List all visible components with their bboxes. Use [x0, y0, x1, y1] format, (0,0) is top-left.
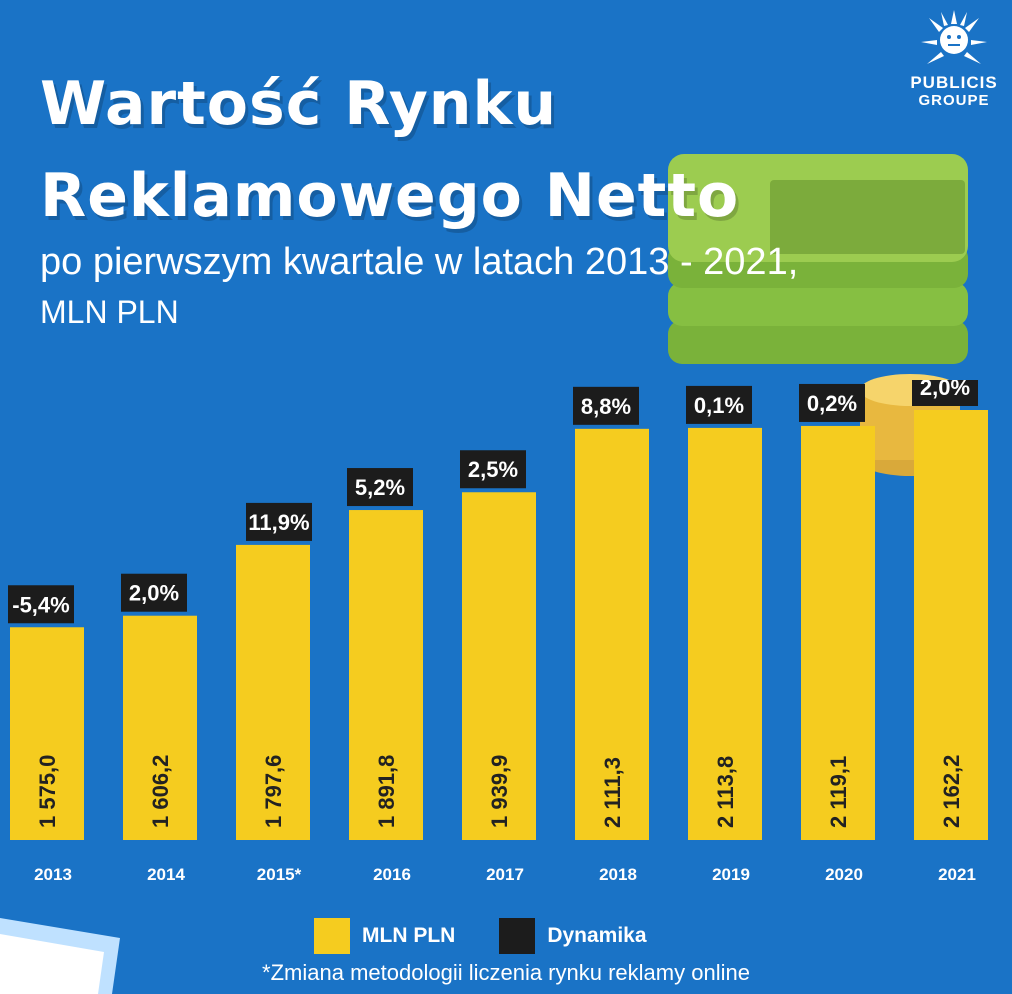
bar-value-label-5: 2 111,3 [600, 757, 625, 828]
bar-value-label-6: 2 113,8 [713, 756, 738, 828]
bar-value-label-2: 1 797,6 [261, 755, 286, 828]
x-tick-label-4: 2017 [486, 865, 524, 884]
bar-5 [575, 428, 649, 840]
x-tick-label-7: 2020 [825, 865, 863, 884]
bar-value-label-7: 2 119,1 [826, 756, 851, 828]
legend-label-dynamika: Dynamika [547, 924, 647, 947]
bar-value-label-8: 2 162,2 [939, 755, 964, 828]
change-label-1: 2,0% [129, 581, 179, 606]
change-label-box-5 [573, 386, 639, 425]
change-label-box-0 [8, 585, 74, 624]
change-label-box-1 [121, 573, 187, 612]
bar-1 [123, 615, 197, 840]
banknote-stack [668, 154, 968, 364]
bar-7 [801, 425, 875, 840]
legend-swatch-mln-pln [314, 918, 350, 954]
bar-4 [462, 492, 536, 840]
bar-value-label-0: 1 575,0 [35, 755, 60, 828]
change-label-6: 0,1% [694, 393, 744, 418]
x-tick-label-5: 2018 [599, 865, 637, 884]
chart-subtitle: po pierwszym kwartale w latach 2013 - 20… [40, 241, 799, 283]
change-label-4: 2,5% [468, 457, 518, 482]
bar-8 [914, 410, 988, 840]
change-label-box-4 [460, 450, 526, 489]
bar-chart: 1 575,0 -5,4% 2013 1 606,2 2,0% 2014 1 797,6 11… [8, 380, 988, 884]
bar-6 [688, 427, 762, 840]
change-label-0: -5,4% [12, 592, 69, 617]
lion-sun-icon [921, 10, 987, 64]
x-tick-label-1: 2014 [147, 865, 185, 884]
publicis-groupe-logo: PUBLICIS GROUPE [898, 8, 1010, 109]
change-label-8: 2,0% [920, 380, 970, 400]
legend-swatch-dynamika [499, 918, 536, 954]
change-label-box-3 [347, 468, 413, 507]
x-tick-label-8: 2021 [938, 865, 976, 884]
chart-legend: MLN PLN Dynamika [314, 918, 691, 954]
legend-label-mln-pln: MLN PLN [362, 924, 456, 947]
logo-text-publicis: PUBLICIS [910, 73, 998, 92]
bar-0 [10, 627, 84, 840]
bar-value-label-4: 1 939,9 [487, 755, 512, 828]
change-label-box-6 [686, 385, 752, 424]
logo-text-groupe: GROUPE [918, 92, 990, 109]
change-label-box-8 [912, 380, 978, 406]
paper-sheet-decoration [0, 918, 120, 994]
bar-2 [236, 544, 310, 840]
x-tick-label-2: 2015* [257, 865, 302, 884]
x-tick-label-6: 2019 [712, 865, 750, 884]
bar-value-label-1: 1 606,2 [148, 755, 173, 828]
chart-unit: MLN PLN [40, 294, 179, 330]
bar-value-label-3: 1 891,8 [374, 755, 399, 828]
footnote: *Zmiana metodologii liczenia rynku rekla… [262, 960, 750, 985]
change-label-7: 0,2% [807, 391, 857, 416]
change-label-2: 11,9% [248, 510, 309, 535]
change-label-box-7 [799, 383, 865, 422]
change-label-box-2 [246, 502, 312, 541]
change-label-3: 5,2% [355, 475, 405, 500]
x-tick-label-3: 2016 [373, 865, 411, 884]
change-label-5: 8,8% [581, 394, 631, 419]
title-line-2: Reklamowego Netto [40, 161, 740, 231]
chart-title: Wartość Rynku Reklamowego Netto [40, 58, 739, 242]
title-line-1: Wartość Rynku [40, 69, 558, 139]
bar-3 [349, 510, 423, 840]
x-tick-label-0: 2013 [34, 865, 72, 884]
